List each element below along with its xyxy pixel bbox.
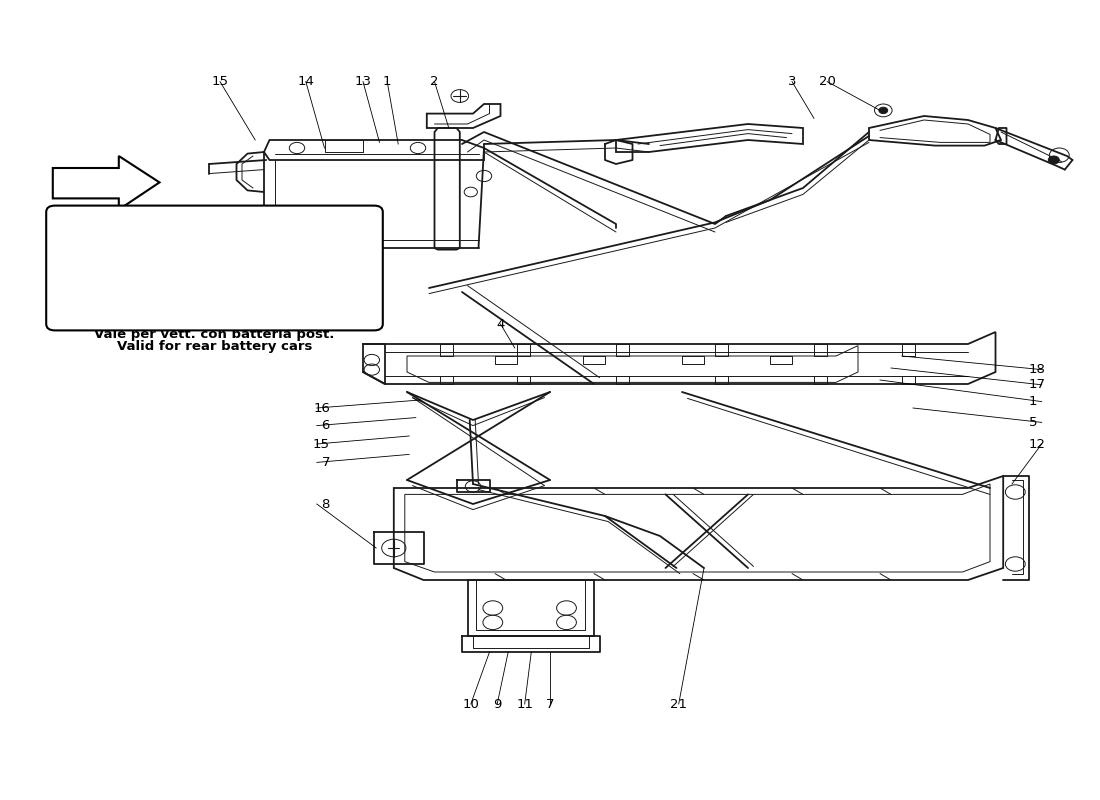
Text: 13: 13 <box>354 75 372 88</box>
Text: 20: 20 <box>818 75 836 88</box>
Text: 2: 2 <box>430 75 439 88</box>
Circle shape <box>1048 156 1059 164</box>
Text: 1: 1 <box>1028 395 1037 408</box>
Text: 4: 4 <box>229 251 238 264</box>
Text: 8: 8 <box>321 498 330 510</box>
Text: Vale per vett. con batteria post.: Vale per vett. con batteria post. <box>95 328 334 341</box>
Text: 18: 18 <box>1028 363 1045 376</box>
Text: 15: 15 <box>314 438 330 450</box>
Text: 7: 7 <box>321 456 330 469</box>
Text: 11: 11 <box>516 698 534 710</box>
Text: 4: 4 <box>496 318 505 330</box>
Text: 9: 9 <box>493 698 502 710</box>
Circle shape <box>879 107 888 114</box>
Text: 1: 1 <box>383 75 392 88</box>
Text: 12: 12 <box>1028 438 1045 450</box>
Polygon shape <box>72 218 280 284</box>
Text: 6: 6 <box>321 419 330 432</box>
Text: 10: 10 <box>462 698 480 710</box>
FancyBboxPatch shape <box>46 206 383 330</box>
Text: 17: 17 <box>1028 378 1045 391</box>
Text: 21: 21 <box>670 698 688 710</box>
Text: 15: 15 <box>211 75 229 88</box>
Text: 3: 3 <box>788 75 796 88</box>
Text: 13: 13 <box>255 234 272 246</box>
Text: 14: 14 <box>297 75 315 88</box>
Text: 7: 7 <box>546 698 554 710</box>
Polygon shape <box>53 156 160 210</box>
Text: 16: 16 <box>314 402 330 414</box>
Text: Valid for rear battery cars: Valid for rear battery cars <box>117 340 312 353</box>
Text: 19: 19 <box>99 308 116 321</box>
Text: 5: 5 <box>1028 416 1037 429</box>
